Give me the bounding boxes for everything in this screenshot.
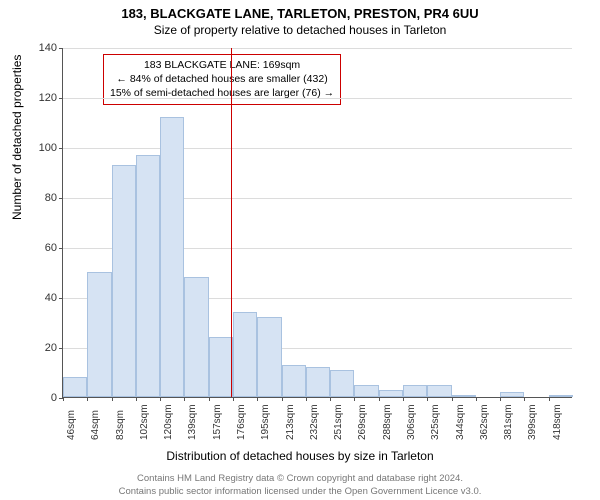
x-tick-mark [233, 397, 234, 401]
x-tick-mark [257, 397, 258, 401]
histogram-bar [549, 395, 573, 398]
x-tick-label: 362sqm [479, 404, 490, 440]
chart-subtitle: Size of property relative to detached ho… [0, 21, 600, 37]
x-tick-mark [136, 397, 137, 401]
x-tick-mark [500, 397, 501, 401]
footer-attribution: Contains HM Land Registry data © Crown c… [0, 473, 600, 498]
footer-line2: Contains public sector information licen… [0, 486, 600, 498]
x-tick-mark [452, 397, 453, 401]
histogram-bar [354, 385, 378, 398]
x-tick-mark [63, 397, 64, 401]
x-tick-label: 232sqm [309, 404, 320, 440]
x-tick-label: 213sqm [285, 404, 296, 440]
x-tick-mark [160, 397, 161, 401]
x-tick-mark [476, 397, 477, 401]
histogram-bar [233, 312, 257, 397]
y-tick-label: 40 [29, 292, 63, 304]
gridline [63, 148, 572, 149]
x-axis-label: Distribution of detached houses by size … [0, 449, 600, 463]
y-tick-label: 0 [29, 392, 63, 404]
histogram-bar [403, 385, 427, 398]
histogram-bar [209, 337, 233, 397]
histogram-bar [63, 377, 87, 397]
x-tick-label: 64sqm [90, 410, 101, 440]
y-tick-mark [59, 298, 63, 299]
gridline [63, 98, 572, 99]
histogram-bar [500, 392, 524, 397]
chart-container: 183, BLACKGATE LANE, TARLETON, PRESTON, … [0, 0, 600, 500]
y-tick-mark [59, 348, 63, 349]
x-tick-mark [403, 397, 404, 401]
y-axis-label: Number of detached properties [10, 55, 24, 220]
annotation-property: 183 BLACKGATE LANE: 169sqm [110, 58, 334, 72]
x-tick-label: 120sqm [163, 404, 174, 440]
x-tick-mark [330, 397, 331, 401]
chart-plot-area: 183 BLACKGATE LANE: 169sqm ← 84% of deta… [62, 48, 572, 398]
x-tick-label: 251sqm [333, 404, 344, 440]
x-tick-label: 176sqm [236, 404, 247, 440]
x-tick-mark [306, 397, 307, 401]
x-tick-mark [549, 397, 550, 401]
x-tick-mark [209, 397, 210, 401]
histogram-bar [427, 385, 451, 398]
x-tick-mark [112, 397, 113, 401]
x-tick-mark [87, 397, 88, 401]
x-tick-mark [379, 397, 380, 401]
x-tick-mark [282, 397, 283, 401]
x-tick-mark [184, 397, 185, 401]
x-tick-label: 269sqm [357, 404, 368, 440]
footer-line1: Contains HM Land Registry data © Crown c… [0, 473, 600, 485]
x-tick-mark [524, 397, 525, 401]
chart-title: 183, BLACKGATE LANE, TARLETON, PRESTON, … [0, 0, 600, 21]
x-tick-label: 381sqm [503, 404, 514, 440]
x-tick-label: 344sqm [455, 404, 466, 440]
histogram-bar [282, 365, 306, 398]
y-tick-mark [59, 48, 63, 49]
histogram-bar [379, 390, 403, 398]
x-tick-mark [427, 397, 428, 401]
x-tick-label: 46sqm [66, 410, 77, 440]
x-tick-label: 306sqm [406, 404, 417, 440]
x-tick-label: 399sqm [527, 404, 538, 440]
y-tick-label: 140 [29, 42, 63, 54]
x-tick-label: 418sqm [552, 404, 563, 440]
x-tick-label: 157sqm [212, 404, 223, 440]
y-tick-mark [59, 248, 63, 249]
annotation-smaller: ← 84% of detached houses are smaller (43… [110, 72, 334, 86]
property-marker-line [231, 48, 232, 397]
y-tick-mark [59, 198, 63, 199]
histogram-bar [257, 317, 281, 397]
x-tick-label: 195sqm [260, 404, 271, 440]
histogram-bar [136, 155, 160, 398]
y-tick-label: 80 [29, 192, 63, 204]
y-tick-label: 120 [29, 92, 63, 104]
x-tick-mark [354, 397, 355, 401]
y-tick-mark [59, 98, 63, 99]
annotation-box: 183 BLACKGATE LANE: 169sqm ← 84% of deta… [103, 54, 341, 105]
histogram-bar [160, 117, 184, 397]
y-tick-label: 20 [29, 342, 63, 354]
x-tick-label: 102sqm [139, 404, 150, 440]
histogram-bar [184, 277, 208, 397]
histogram-bar [306, 367, 330, 397]
histogram-bar [452, 395, 476, 398]
y-tick-label: 100 [29, 142, 63, 154]
histogram-bar [112, 165, 136, 398]
histogram-bar [87, 272, 111, 397]
y-tick-mark [59, 148, 63, 149]
y-tick-label: 60 [29, 242, 63, 254]
gridline [63, 48, 572, 49]
x-tick-label: 83sqm [115, 410, 126, 440]
x-tick-label: 139sqm [187, 404, 198, 440]
x-tick-label: 288sqm [382, 404, 393, 440]
histogram-bar [330, 370, 354, 398]
x-tick-label: 325sqm [430, 404, 441, 440]
